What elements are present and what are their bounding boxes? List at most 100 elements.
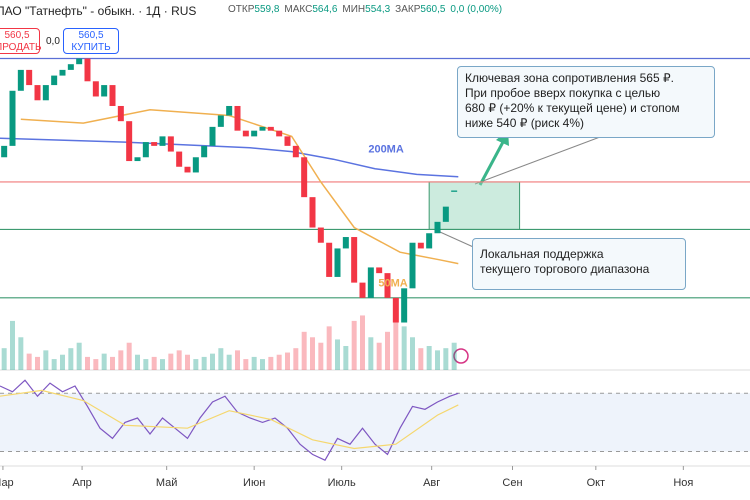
candle-body — [26, 69, 33, 86]
quote-value: 554,3 — [365, 4, 391, 15]
volume-bar — [176, 350, 182, 370]
quote: ОТКР559,8 МАКС564,6 МИН554,3 ЗАКР560,5 0,0 (… — [228, 4, 502, 15]
candle-body — [376, 267, 383, 274]
quote-value: 560,5 — [420, 4, 446, 15]
candle-body — [351, 237, 358, 283]
candle-body — [9, 90, 16, 146]
candle-body — [242, 130, 249, 137]
candle-body — [176, 151, 183, 167]
candle-body — [334, 248, 341, 277]
callout-line: Локальная поддержка — [480, 247, 604, 261]
volume-bar — [193, 359, 199, 370]
candle-body — [326, 242, 333, 277]
volume-bar — [251, 356, 257, 370]
candle-body — [42, 85, 49, 101]
candle-body — [359, 282, 366, 298]
candle-body — [109, 85, 116, 106]
x-tick-label: Июн — [243, 477, 265, 489]
volume-bar — [268, 356, 274, 370]
callout-line: При пробое вверх покупка с целью — [465, 86, 661, 100]
candle-body — [167, 136, 174, 152]
candle-body — [309, 197, 316, 228]
volume-bar — [351, 320, 357, 370]
candle-body — [84, 58, 91, 82]
candle-body — [134, 157, 141, 162]
volume-bar — [18, 337, 24, 370]
volume-bar — [168, 353, 174, 370]
candle-body — [451, 190, 458, 192]
volume-bar — [293, 348, 299, 370]
volume-bar — [93, 359, 99, 370]
x-tick-label: Окт — [587, 477, 606, 489]
callout-line: 680 ₽ (+20% к текущей цене) и стопом — [465, 101, 680, 115]
candle-body — [434, 221, 441, 234]
volume-bar — [276, 354, 282, 370]
volume-bar — [235, 350, 240, 370]
volume-bar — [418, 348, 424, 370]
candle-body — [367, 267, 374, 298]
candle-body — [17, 69, 24, 91]
volume-bar — [435, 350, 440, 370]
candle-body — [192, 157, 199, 173]
spread: 0,0 — [46, 36, 60, 47]
candle-body — [101, 85, 108, 97]
ma-label: 200MA — [368, 144, 404, 156]
volume-bar — [143, 359, 149, 370]
x-tick-label: Сен — [502, 477, 522, 489]
candle-body — [251, 130, 258, 137]
candle-body — [76, 58, 83, 65]
volume-bar — [410, 337, 415, 370]
volume-bar — [310, 337, 315, 370]
buy-label: КУПИТЬ — [71, 42, 111, 53]
buy-button[interactable]: 560,5 КУПИТЬ — [63, 28, 119, 54]
quote-label: МИН — [342, 4, 366, 15]
candle-body — [142, 142, 149, 158]
rsi-line — [0, 379, 459, 461]
volume-bar — [226, 354, 232, 370]
volume-bar — [368, 337, 374, 370]
icon — [453, 348, 469, 364]
candle-body — [301, 157, 308, 198]
volume-bar — [385, 331, 390, 370]
candle-body — [259, 126, 266, 131]
volume-bar — [210, 353, 215, 370]
quote-value: 564,6 — [312, 4, 338, 15]
symbol: ПАО "Татнефть" - обыкн. · 1Д · RUS — [0, 4, 197, 18]
callout-resistance: Ключевая зона сопротивления 565 ₽. При пр… — [457, 66, 715, 138]
volume-bar — [285, 352, 290, 370]
callout-line: ниже 540 ₽ (риск 4%) — [465, 116, 584, 130]
candle-body — [201, 145, 208, 158]
callout-line: Ключевая зона сопротивления 565 ₽. — [465, 71, 674, 85]
candle-body — [34, 85, 41, 101]
volume-bar — [43, 350, 49, 370]
candle-body — [151, 142, 158, 146]
volume-bar — [151, 356, 157, 370]
volume-bar — [243, 359, 249, 370]
volume-bar — [101, 353, 107, 370]
candle-body — [409, 242, 416, 289]
candle-body — [317, 227, 324, 243]
candle-body — [342, 237, 349, 249]
volume-bar — [393, 310, 399, 370]
candle-body — [51, 75, 58, 86]
candle-body — [159, 136, 166, 146]
buy-price: 560,5 — [78, 30, 104, 41]
volume-bar — [376, 342, 382, 370]
candle-body — [401, 288, 408, 323]
volume-bar — [260, 359, 265, 370]
candle-body — [1, 145, 8, 158]
sell-button[interactable]: 560,5 ПРОДАТЬ — [0, 28, 42, 54]
sell-label: ПРОДАТЬ — [0, 42, 42, 53]
volume-bar — [51, 359, 57, 370]
candle-body — [226, 105, 233, 116]
volume-bar — [68, 348, 74, 370]
x-tick-label: Май — [156, 477, 178, 489]
callout-pointer — [474, 136, 601, 185]
moving-average — [20, 109, 459, 265]
volume-bar — [326, 326, 332, 370]
x-tick-label: Июль — [328, 477, 356, 489]
rsi-band — [0, 393, 750, 452]
volume-bar — [110, 356, 115, 370]
volume-bar — [160, 359, 165, 370]
